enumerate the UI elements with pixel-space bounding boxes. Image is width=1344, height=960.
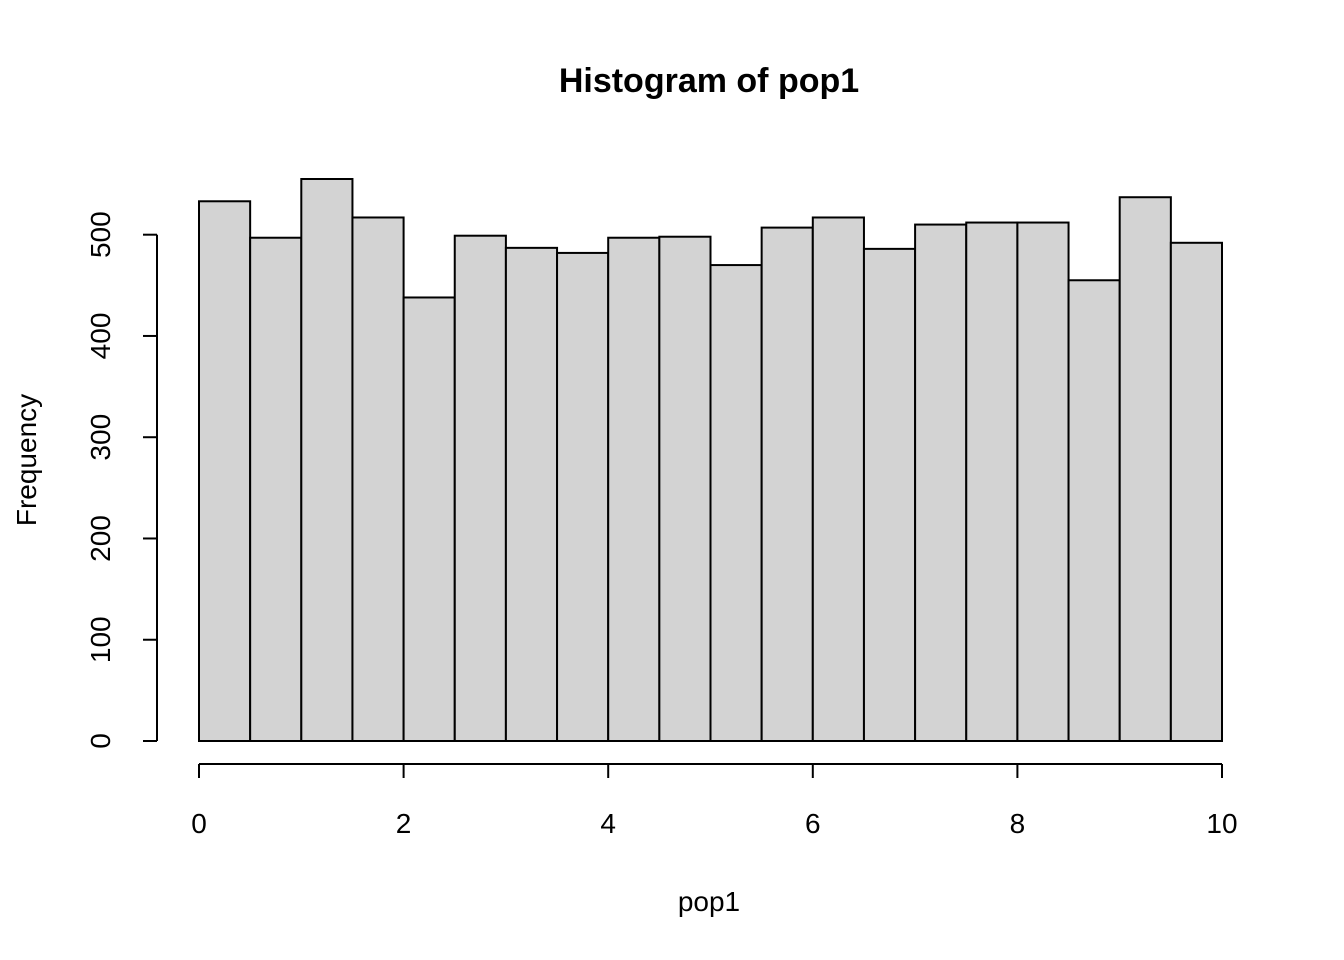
histogram-bar (1067, 279, 1121, 742)
x-tick-label: 4 (600, 808, 616, 839)
histogram-bar (965, 221, 1019, 742)
x-tick-label: 8 (1010, 808, 1026, 839)
y-tick-label: 200 (85, 515, 116, 562)
histogram-bar (351, 216, 405, 742)
histogram-bar (556, 251, 610, 742)
x-tick-label: 6 (805, 808, 821, 839)
histogram-bar (249, 236, 303, 742)
histogram-bar (300, 178, 354, 742)
chart-title: Histogram of pop1 (559, 62, 859, 100)
y-tick-label: 100 (85, 616, 116, 663)
histogram-bar (453, 234, 507, 742)
histogram-bar (760, 226, 814, 742)
histogram-bar (811, 216, 865, 742)
x-axis: 0 2 4 6 8 10 (191, 763, 1238, 839)
histogram-bar (504, 246, 559, 742)
histogram-bar (198, 200, 252, 743)
y-tick-label: 400 (85, 313, 116, 360)
x-tick-label: 0 (191, 808, 207, 839)
histogram-bar (709, 264, 763, 742)
histogram-bar (1169, 241, 1223, 743)
x-tick-label: 2 (396, 808, 412, 839)
histogram-bar (402, 296, 456, 742)
y-tick-label: 300 (85, 414, 116, 461)
histogram-bar (862, 247, 917, 742)
bars-group (198, 178, 1223, 743)
y-tick-label: 500 (85, 211, 116, 258)
y-tick-label: 0 (85, 733, 116, 749)
x-axis-label: pop1 (678, 886, 740, 917)
histogram-bar (1016, 221, 1070, 742)
y-axis-label: Frequency (11, 394, 42, 526)
y-axis: 0 100 200 300 400 500 (85, 211, 158, 749)
x-tick-label: 10 (1206, 808, 1237, 839)
histogram-bar (914, 223, 968, 742)
histogram-bar (658, 235, 712, 742)
histogram-bar (607, 236, 661, 742)
histogram-bar (1118, 196, 1172, 742)
